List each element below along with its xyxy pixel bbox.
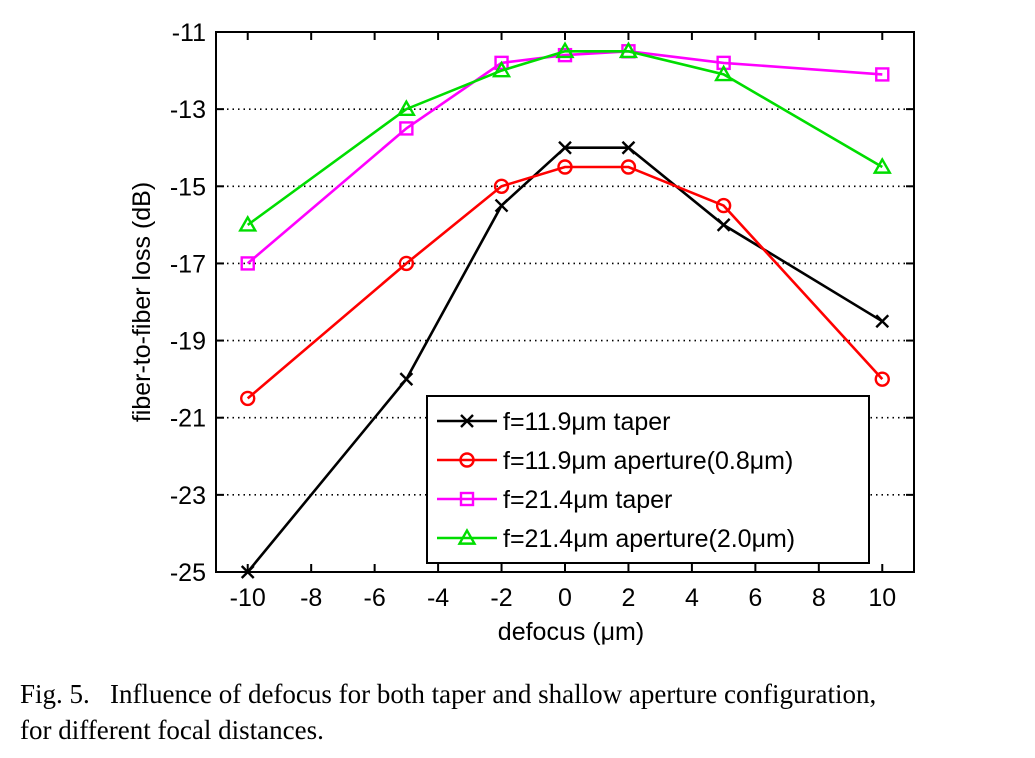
figure-caption: Fig. 5. Influence of defocus for both ta… (20, 676, 1030, 748)
x-tick-label: 4 (685, 584, 699, 612)
data-point-square (875, 67, 890, 82)
data-point-square (459, 491, 475, 507)
caption-line-2: for different focal distances. (20, 715, 324, 745)
x-tick-label: 8 (812, 584, 826, 612)
y-tick-label: -15 (170, 173, 206, 201)
series-4 (238, 41, 892, 232)
marker-stroke (460, 414, 474, 428)
data-point-circle (240, 390, 256, 407)
x-tick-label: 0 (558, 584, 572, 612)
legend-entry-1: f=11.9μm taper (437, 408, 671, 436)
data-point-triangle (618, 41, 639, 59)
line-chart: -11 -13 -15 -17 -19 -21 -23 -25 -10 -8 -6 -4 -2 0 2 4 6 8… (128, 19, 915, 646)
legend-box (426, 395, 870, 564)
data-point-square (494, 55, 509, 71)
data-point-x (494, 198, 509, 213)
data-point-x (558, 140, 572, 155)
data-point-x (875, 314, 890, 329)
data-point-triangle (238, 214, 258, 232)
legend-entry-3: f=21.4μm taper (437, 486, 672, 514)
data-point-x (399, 372, 414, 386)
marker-stroke (716, 218, 731, 232)
x-tick-label: 10 (868, 584, 896, 612)
x-tick-label: -4 (427, 584, 449, 612)
data-point-square (240, 256, 255, 271)
x-tick-label: -10 (230, 584, 266, 612)
data-point-circle (459, 452, 475, 468)
y-tick-label: -21 (170, 405, 206, 433)
data-point-circle (874, 371, 890, 387)
y-tick-label: -19 (170, 328, 206, 356)
x-tick-label: -8 (300, 584, 322, 612)
gridlines (216, 108, 914, 496)
data-point-triangle (457, 528, 477, 545)
legend-label: f=21.4μm taper (503, 486, 672, 514)
data-point-triangle (396, 99, 416, 116)
data-point-triangle (872, 157, 892, 174)
legend: f=11.9μm taper f=11.9μm aperture(0.8μm) f=… (426, 395, 870, 564)
series-line (246, 49, 883, 226)
x-tick-label: 2 (622, 584, 636, 612)
legend-label: f=11.9μm taper (503, 408, 671, 436)
data-point-circle (715, 197, 732, 214)
y-axis-label: fiber-to-fiber loss (dB) (128, 182, 156, 422)
data-point-x (240, 565, 255, 579)
data-point-circle (493, 178, 510, 194)
data-point-triangle (491, 60, 512, 78)
marker-stroke (399, 372, 414, 386)
series-line (246, 165, 884, 400)
y-tick-label: -25 (170, 559, 206, 587)
marker-stroke (240, 565, 255, 579)
x-tick-label: -2 (490, 584, 512, 612)
legend-entry-4: f=21.4μm aperture(2.0μm) (437, 525, 795, 553)
legend-label: f=21.4μm aperture(2.0μm) (503, 525, 795, 553)
data-point-square (399, 121, 414, 136)
marker-stroke (558, 140, 572, 155)
y-tick-label: -11 (172, 19, 206, 47)
legend-label: f=11.9μm aperture(0.8μm) (503, 447, 793, 475)
caption-line-1: Fig. 5. Influence of defocus for both ta… (20, 679, 877, 709)
x-tick-label: -6 (364, 584, 386, 612)
data-point-circle (398, 255, 415, 272)
series-2 (240, 159, 890, 407)
y-tick-label: -13 (170, 96, 206, 124)
y-tick-label: -17 (170, 250, 206, 278)
series-line (246, 49, 883, 265)
data-point-circle (557, 159, 573, 175)
data-point-circle (620, 159, 637, 175)
data-point-x (621, 140, 636, 155)
data-point-triangle (555, 41, 575, 59)
data-point-x (716, 218, 731, 232)
axes: -11 -13 -15 -17 -19 -21 -23 -25 -10 -8 -6 -4 -2 0 2 4 6 8… (170, 19, 915, 612)
marker-stroke (494, 198, 509, 213)
legend-entry-2: f=11.9μm aperture(0.8μm) (437, 447, 793, 475)
marker-stroke (875, 314, 890, 329)
x-axis-label: defocus (μm) (498, 618, 644, 646)
marker-stroke (621, 140, 636, 155)
series-1 (240, 140, 890, 579)
x-tick-label: 6 (748, 584, 762, 612)
chart-figure: -11 -13 -15 -17 -19 -21 -23 -25 -10 -8 -6 -4 -2 0 2 4 6 8… (128, 19, 915, 646)
y-tick-label: -23 (170, 482, 206, 510)
data-point-x (460, 414, 474, 428)
series-group (238, 41, 892, 579)
data-point-triangle (714, 64, 734, 82)
